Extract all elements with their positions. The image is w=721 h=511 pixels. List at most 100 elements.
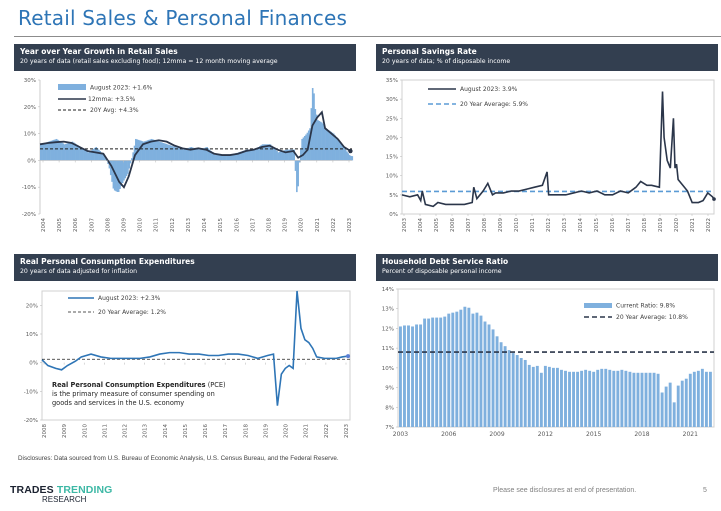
bar: [183, 149, 186, 161]
bar: [248, 149, 251, 161]
bar: [347, 153, 350, 161]
debt-subtitle: Percent of disposable personal income: [382, 268, 502, 275]
x-tick-label: 2012: [123, 424, 129, 438]
bar: [202, 148, 204, 161]
x-tick-label: 2017: [223, 424, 229, 438]
bar: [212, 153, 215, 161]
bar: [75, 144, 78, 161]
bar: [403, 325, 406, 427]
bar: [228, 155, 231, 161]
bar: [515, 355, 519, 427]
bar: [63, 144, 66, 161]
bar: [556, 367, 559, 427]
bar: [67, 142, 70, 161]
bar: [162, 142, 165, 161]
bar: [278, 151, 281, 161]
bar: [251, 149, 253, 161]
bar: [207, 148, 210, 161]
y-tick-label: 10%: [386, 174, 398, 180]
x-tick-label: 2007: [89, 218, 95, 232]
x-tick-label: 2013: [186, 218, 192, 232]
bar: [276, 151, 278, 161]
footer-disclosure-note: Please see disclosures at end of present…: [493, 487, 637, 494]
pce-annotation-bold: Real Personal Consumption Expenditures: [52, 381, 206, 389]
x-tick-label: 2008: [105, 218, 111, 232]
x-tick-label: 2008: [42, 424, 48, 438]
bar: [265, 144, 268, 161]
bar: [499, 342, 503, 427]
bar: [708, 371, 712, 427]
y-tick-label: 30%: [386, 97, 398, 103]
bar: [127, 160, 129, 174]
bar: [72, 142, 75, 161]
bar: [76, 145, 79, 161]
bar: [247, 149, 249, 161]
bar: [182, 149, 185, 161]
bar: [224, 155, 227, 161]
y-tick-label: 12%: [382, 326, 394, 332]
bar: [226, 155, 228, 161]
retail-sales-panel: Year over Year Growth in Retail Sales 20…: [14, 44, 356, 244]
bar: [608, 369, 612, 427]
savings-title: Personal Savings Rate: [382, 47, 477, 56]
bar: [704, 371, 708, 427]
x-tick-label: 2018: [642, 218, 648, 232]
bar: [234, 153, 236, 161]
savings-rate-line: [401, 91, 715, 208]
bar: [459, 309, 463, 427]
bar: [179, 148, 182, 161]
bar: [241, 151, 244, 161]
latest-point: [348, 148, 353, 154]
bar: [479, 315, 483, 427]
bar: [70, 142, 72, 161]
x-tick-label: 2005: [57, 218, 63, 232]
bar: [268, 144, 270, 161]
bar: [293, 149, 296, 161]
bar: [153, 139, 156, 161]
bar: [351, 156, 354, 161]
latest-point: [712, 197, 716, 201]
bar: [216, 155, 219, 161]
bar: [46, 142, 49, 161]
bar: [503, 346, 507, 427]
bar: [255, 148, 257, 161]
bar: [189, 147, 191, 161]
x-tick-label: 2005: [434, 218, 440, 232]
x-tick-label: 2003: [402, 218, 408, 232]
bar: [198, 149, 200, 161]
retail-sales-title: Year over Year Growth in Retail Sales: [20, 47, 178, 56]
bar: [117, 160, 120, 192]
x-tick-label: 2023: [347, 218, 353, 232]
pce-annotation-line2: is the primary measure of consumer spend…: [52, 390, 215, 398]
legend-label: August 2023: 3.9%: [460, 86, 518, 93]
x-tick-label: 2017: [626, 218, 632, 232]
bar: [339, 142, 342, 161]
bar: [652, 372, 656, 427]
y-tick-label: 20%: [386, 135, 398, 141]
bar: [237, 152, 240, 161]
bar: [487, 324, 491, 427]
plot-frame: [401, 79, 715, 215]
bar: [330, 131, 332, 161]
bar: [455, 311, 459, 427]
x-tick-label: 2019: [283, 218, 289, 232]
bar: [252, 149, 255, 161]
bar: [259, 146, 261, 161]
bar: [523, 359, 527, 427]
bar: [596, 369, 600, 427]
bar: [123, 160, 125, 181]
bar: [42, 143, 45, 161]
x-tick-label: 2014: [202, 218, 208, 232]
bar: [672, 402, 676, 427]
bar: [148, 139, 150, 161]
page-number: 5: [703, 487, 707, 494]
bar: [253, 149, 256, 161]
bar: [132, 152, 135, 161]
bar: [84, 150, 87, 161]
bar: [243, 150, 245, 161]
legend-label: 20 Year Average: 10.8%: [616, 314, 688, 321]
bar: [191, 147, 194, 161]
bar: [214, 155, 216, 161]
bar: [119, 160, 121, 189]
debt-panel: Household Debt Service Ratio Percent of …: [376, 254, 718, 449]
